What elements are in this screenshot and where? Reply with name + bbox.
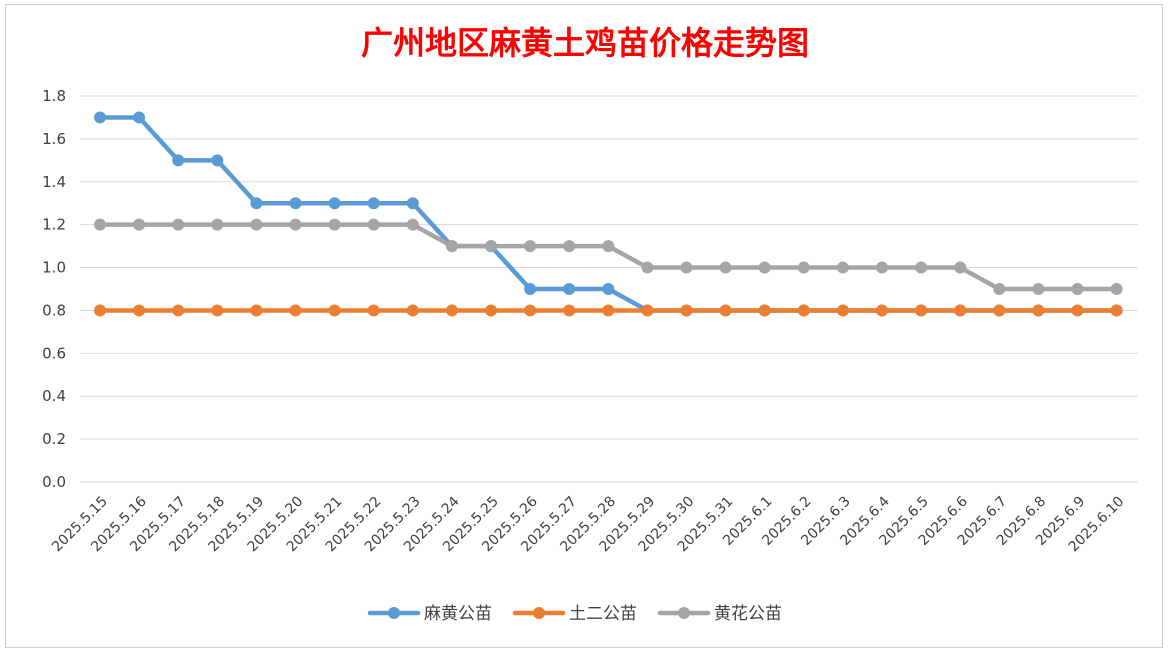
data-point	[1071, 283, 1084, 295]
data-point	[563, 240, 576, 253]
data-point	[758, 261, 771, 274]
y-tick-label: 0.2	[42, 430, 66, 448]
series-黄花公苗	[94, 218, 1123, 295]
data-point	[485, 304, 497, 317]
data-point	[328, 218, 341, 231]
data-point	[94, 218, 106, 231]
data-point	[954, 261, 967, 274]
data-point	[367, 304, 380, 317]
y-tick-label: 1.4	[42, 173, 66, 191]
data-point	[445, 240, 458, 253]
legend-item[interactable]: 土二公苗	[512, 604, 637, 624]
data-point	[250, 197, 263, 210]
legend: 麻黄公苗 土二公苗 黄花公苗	[367, 604, 782, 624]
data-point	[133, 304, 146, 317]
legend-marker	[388, 607, 400, 619]
data-point	[524, 240, 537, 253]
data-point	[133, 218, 146, 231]
data-point	[876, 261, 888, 274]
legend-label: 土二公苗	[569, 604, 637, 624]
data-point	[836, 304, 849, 317]
legend-label: 麻黄公苗	[424, 604, 492, 624]
series-line	[97, 115, 1119, 313]
legend-marker	[533, 607, 545, 619]
data-point	[94, 304, 106, 317]
y-tick-label: 0.4	[42, 387, 66, 405]
data-point	[406, 304, 419, 317]
data-point	[1071, 304, 1084, 317]
series-line	[97, 222, 1119, 292]
data-point	[406, 197, 419, 210]
chart-title: 广州地区麻黄土鸡苗价格走势图	[361, 24, 809, 62]
series-麻黄公苗	[94, 111, 1123, 317]
data-point	[563, 304, 576, 317]
data-point	[485, 240, 497, 253]
data-point	[915, 304, 928, 317]
data-point	[250, 304, 263, 317]
data-point	[172, 304, 185, 317]
data-point	[524, 304, 537, 317]
data-point	[1110, 283, 1123, 295]
y-tick-label: 0.0	[42, 473, 66, 491]
data-point	[367, 218, 380, 231]
legend-label: 黄花公苗	[714, 604, 782, 624]
data-point	[954, 304, 967, 317]
y-tick-label: 1.0	[42, 259, 66, 277]
data-point	[328, 197, 341, 210]
data-point	[172, 154, 185, 167]
data-point	[524, 283, 537, 295]
data-point	[172, 218, 185, 231]
y-tick-label: 1.6	[42, 130, 66, 148]
y-tick-label: 1.2	[42, 216, 66, 234]
series-土二公苗	[94, 304, 1123, 317]
data-point	[1110, 304, 1123, 317]
data-point	[406, 218, 419, 231]
data-point	[876, 304, 888, 317]
data-point	[915, 261, 928, 274]
data-point	[680, 304, 693, 317]
data-point	[680, 261, 693, 274]
data-point	[602, 304, 615, 317]
data-point	[993, 304, 1006, 317]
chart-area[interactable]	[5, 4, 1163, 648]
data-point	[289, 304, 302, 317]
data-point	[641, 304, 654, 317]
data-point	[602, 240, 615, 253]
y-axis-ticks: 0.0 0.2 0.4 0.6 0.8 1.0 1.2 1.4 1.6 1.8	[42, 87, 66, 491]
data-point	[250, 218, 263, 231]
data-point	[289, 218, 302, 231]
y-tick-label: 0.6	[42, 344, 66, 362]
data-point	[1032, 283, 1045, 295]
data-point	[211, 218, 224, 231]
data-point	[719, 304, 732, 317]
data-point	[797, 304, 810, 317]
data-point	[797, 261, 810, 274]
y-tick-label: 0.8	[42, 301, 66, 319]
data-point	[94, 111, 106, 124]
data-point	[602, 283, 615, 295]
data-point	[993, 283, 1006, 295]
data-point	[367, 197, 380, 210]
data-point	[641, 261, 654, 274]
y-tick-label: 1.8	[42, 87, 66, 105]
data-point	[133, 111, 146, 124]
data-point	[836, 261, 849, 274]
data-point	[563, 283, 576, 295]
data-point	[211, 154, 224, 167]
data-point	[289, 197, 302, 210]
legend-item[interactable]: 黄花公苗	[657, 604, 782, 624]
data-point	[211, 304, 224, 317]
legend-marker	[678, 607, 690, 619]
data-point	[719, 261, 732, 274]
data-point	[328, 304, 341, 317]
data-point	[758, 304, 771, 317]
legend-item[interactable]: 麻黄公苗	[367, 604, 492, 624]
data-point	[445, 304, 458, 317]
x-axis-ticks: 2025.5.152025.5.162025.5.172025.5.182025…	[49, 493, 1127, 555]
data-point	[1032, 304, 1045, 317]
series-group	[94, 111, 1123, 317]
